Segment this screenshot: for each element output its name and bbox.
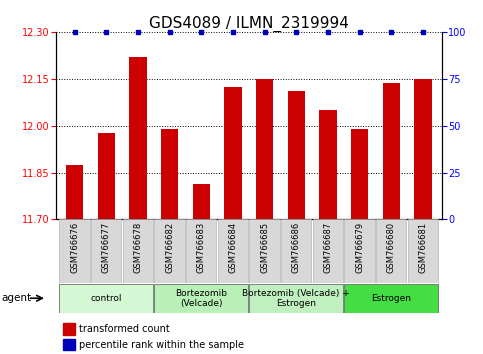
FancyBboxPatch shape	[155, 284, 248, 313]
Bar	[351, 129, 369, 219]
Bar	[129, 57, 147, 219]
Text: percentile rank within the sample: percentile rank within the sample	[79, 340, 244, 350]
Bar	[287, 91, 305, 219]
Bar	[161, 129, 178, 219]
Text: GSM766682: GSM766682	[165, 221, 174, 273]
Text: Bortezomib
(Velcade): Bortezomib (Velcade)	[175, 289, 227, 308]
FancyBboxPatch shape	[218, 219, 248, 283]
FancyBboxPatch shape	[376, 219, 407, 283]
FancyBboxPatch shape	[313, 219, 343, 283]
FancyBboxPatch shape	[344, 219, 375, 283]
FancyBboxPatch shape	[249, 219, 280, 283]
Text: Bortezomib (Velcade) +
Estrogen: Bortezomib (Velcade) + Estrogen	[242, 289, 350, 308]
FancyBboxPatch shape	[59, 219, 90, 283]
Title: GDS4089 / ILMN_2319994: GDS4089 / ILMN_2319994	[149, 16, 349, 32]
FancyBboxPatch shape	[91, 219, 121, 283]
Bar	[414, 79, 432, 219]
Text: GSM766683: GSM766683	[197, 221, 206, 273]
Text: GSM766678: GSM766678	[133, 221, 142, 273]
Text: GSM766687: GSM766687	[324, 221, 332, 273]
FancyBboxPatch shape	[123, 219, 153, 283]
Text: GSM766677: GSM766677	[102, 221, 111, 273]
Bar	[319, 110, 337, 219]
Text: GSM766685: GSM766685	[260, 221, 269, 273]
Bar	[63, 339, 75, 350]
Bar	[224, 87, 242, 219]
Text: control: control	[90, 294, 122, 303]
Text: transformed count: transformed count	[79, 324, 170, 334]
Bar	[66, 165, 83, 219]
FancyBboxPatch shape	[408, 219, 438, 283]
Bar	[383, 84, 400, 219]
Text: GSM766684: GSM766684	[228, 221, 238, 273]
Text: GSM766679: GSM766679	[355, 221, 364, 273]
Text: GSM766680: GSM766680	[387, 221, 396, 273]
FancyBboxPatch shape	[155, 219, 185, 283]
FancyBboxPatch shape	[281, 219, 312, 283]
Bar	[193, 183, 210, 219]
Bar	[256, 79, 273, 219]
FancyBboxPatch shape	[59, 284, 153, 313]
Text: agent: agent	[1, 293, 31, 303]
Text: GSM766676: GSM766676	[70, 221, 79, 273]
FancyBboxPatch shape	[249, 284, 343, 313]
Bar	[63, 323, 75, 335]
Bar	[98, 133, 115, 219]
FancyBboxPatch shape	[186, 219, 216, 283]
Text: GSM766686: GSM766686	[292, 221, 301, 273]
FancyBboxPatch shape	[344, 284, 438, 313]
Text: Estrogen: Estrogen	[371, 294, 411, 303]
Text: GSM766681: GSM766681	[418, 221, 427, 273]
